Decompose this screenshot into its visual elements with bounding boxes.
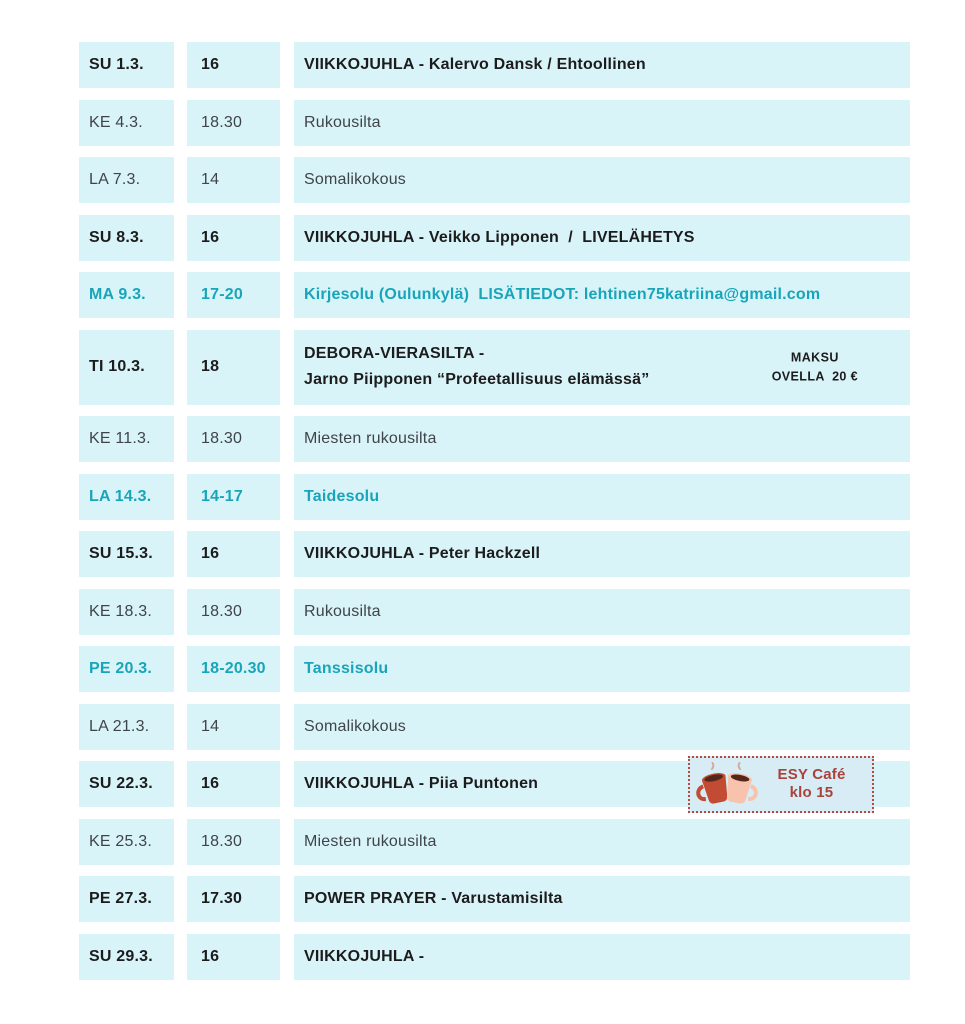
- event-title: POWER PRAYER - Varustamisilta: [304, 890, 563, 907]
- event-date: PE 27.3.: [79, 876, 174, 922]
- event-time: 16: [187, 933, 280, 980]
- badge-label: ESY Café klo 15: [759, 766, 864, 802]
- event-title: Tanssisolu: [304, 660, 389, 677]
- price-note: MAKSU OVELLA 20 €: [772, 348, 858, 386]
- event-cell: Miesten rukousilta: [294, 416, 910, 462]
- event-time: 18.30: [187, 99, 280, 146]
- event-time: 18-20.30: [187, 646, 280, 692]
- event-date: SU 29.3.: [79, 933, 174, 980]
- event-title: Miesten rukousilta: [304, 832, 437, 850]
- event-date: SU 1.3.: [79, 42, 174, 88]
- event-time: 18.30: [187, 818, 280, 865]
- event-time: 17-20: [187, 272, 280, 318]
- event-date: LA 7.3.: [79, 157, 174, 203]
- schedule-row: SU 22.3. 16 VIIKKOJUHLA - Piia Puntonen ESY…: [79, 755, 965, 813]
- badge-label-line: klo 15: [789, 784, 834, 801]
- event-date: LA 14.3.: [79, 473, 174, 520]
- event-cell: DEBORA-VIERASILTA - Jarno Piipponen “Prof…: [294, 329, 910, 405]
- schedule-row: LA 14.3. 14-17 Taidesolu: [79, 473, 965, 520]
- event-date: KE 11.3.: [79, 416, 174, 462]
- event-date: PE 20.3.: [79, 646, 174, 692]
- badge-label-line: ESY Café: [777, 766, 846, 783]
- event-title: VIIKKOJUHLA -: [304, 947, 425, 965]
- event-title-line: Jarno Piipponen “Profeetallisuus elämäss…: [304, 371, 650, 388]
- event-date: SU 22.3.: [79, 761, 174, 807]
- event-time: 14: [187, 703, 280, 750]
- event-title: VIIKKOJUHLA - Kalervo Dansk / Ehtoolline…: [304, 56, 646, 73]
- event-cell: Rukousilta: [294, 99, 910, 146]
- event-cell: Taidesolu: [294, 473, 910, 520]
- event-cell: Rukousilta: [294, 588, 910, 635]
- event-date: LA 21.3.: [79, 703, 174, 750]
- event-cell: Tanssisolu: [294, 646, 910, 692]
- event-schedule-table: SU 1.3. 16 VIIKKOJUHLA - Kalervo Dansk / E…: [79, 42, 965, 980]
- event-time: 18.30: [187, 416, 280, 462]
- event-cell: VIIKKOJUHLA - Peter Hackzell: [294, 531, 910, 577]
- coffee-mugs-icon: [695, 761, 759, 807]
- event-cell: POWER PRAYER - Varustamisilta: [294, 876, 910, 922]
- schedule-row: LA 7.3. 14 Somalikokous: [79, 157, 965, 203]
- event-date: KE 4.3.: [79, 99, 174, 146]
- event-time: 16: [187, 214, 280, 261]
- event-date: SU 8.3.: [79, 214, 174, 261]
- event-date: SU 15.3.: [79, 531, 174, 577]
- event-time: 18.30: [187, 588, 280, 635]
- price-note-line: MAKSU: [790, 350, 839, 365]
- schedule-row: PE 20.3. 18-20.30 Tanssisolu: [79, 646, 965, 692]
- event-time: 17.30: [187, 876, 280, 922]
- event-date: TI 10.3.: [79, 329, 174, 405]
- schedule-row: MA 9.3. 17-20 Kirjesolu (Oulunkylä) LISÄTI…: [79, 272, 965, 318]
- event-cell: VIIKKOJUHLA - Veikko Lipponen / LIVELÄHE…: [294, 214, 910, 261]
- event-title: Somalikokous: [304, 717, 407, 735]
- schedule-row: LA 21.3. 14 Somalikokous: [79, 703, 965, 750]
- event-cell: Somalikokous: [294, 157, 910, 203]
- schedule-row: KE 25.3. 18.30 Miesten rukousilta: [79, 818, 965, 865]
- schedule-row: PE 27.3. 17.30 POWER PRAYER - Varustamisil…: [79, 876, 965, 922]
- schedule-row: KE 4.3. 18.30 Rukousilta: [79, 99, 965, 146]
- event-cell: Miesten rukousilta: [294, 818, 910, 865]
- event-title: VIIKKOJUHLA - Peter Hackzell: [304, 545, 541, 562]
- schedule-row: KE 11.3. 18.30 Miesten rukousilta: [79, 416, 965, 462]
- event-title: Taidesolu: [304, 487, 380, 505]
- event-date: KE 25.3.: [79, 818, 174, 865]
- event-title: Miesten rukousilta: [304, 430, 437, 447]
- event-title: Rukousilta: [304, 113, 381, 131]
- event-cell: VIIKKOJUHLA - Piia Puntonen ESY Café klo 1…: [294, 755, 910, 813]
- event-title: Somalikokous: [304, 171, 407, 188]
- event-title: VIIKKOJUHLA - Veikko Lipponen / LIVELÄHE…: [304, 228, 695, 246]
- event-cell: VIIKKOJUHLA -: [294, 933, 910, 980]
- event-title-line: DEBORA-VIERASILTA -: [304, 344, 485, 362]
- event-time: 14: [187, 157, 280, 203]
- event-cell: VIIKKOJUHLA - Kalervo Dansk / Ehtoolline…: [294, 42, 910, 88]
- event-title: Kirjesolu (Oulunkylä) LISÄTIEDOT: lehtin…: [304, 286, 821, 303]
- schedule-row: SU 8.3. 16 VIIKKOJUHLA - Veikko Lipponen /…: [79, 214, 965, 261]
- event-time: 18: [187, 329, 280, 405]
- schedule-row: TI 10.3. 18 DEBORA-VIERASILTA - Jarno Piipp…: [79, 329, 965, 405]
- event-date: MA 9.3.: [79, 272, 174, 318]
- schedule-row: KE 18.3. 18.30 Rukousilta: [79, 588, 965, 635]
- price-note-line: OVELLA 20 €: [771, 369, 858, 383]
- esy-cafe-badge: ESY Café klo 15: [688, 755, 874, 813]
- event-date: KE 18.3.: [79, 588, 174, 635]
- event-title: VIIKKOJUHLA - Piia Puntonen: [304, 775, 539, 792]
- schedule-row: SU 15.3. 16 VIIKKOJUHLA - Peter Hackzell: [79, 531, 965, 577]
- event-cell: Somalikokous: [294, 703, 910, 750]
- event-time: 16: [187, 531, 280, 577]
- event-title: Rukousilta: [304, 602, 381, 620]
- event-time: 16: [187, 42, 280, 88]
- schedule-row: SU 29.3. 16 VIIKKOJUHLA -: [79, 933, 965, 980]
- event-time: 16: [187, 761, 280, 807]
- event-cell: Kirjesolu (Oulunkylä) LISÄTIEDOT: lehtin…: [294, 272, 910, 318]
- event-time: 14-17: [187, 473, 280, 520]
- schedule-row: SU 1.3. 16 VIIKKOJUHLA - Kalervo Dansk / E…: [79, 42, 965, 88]
